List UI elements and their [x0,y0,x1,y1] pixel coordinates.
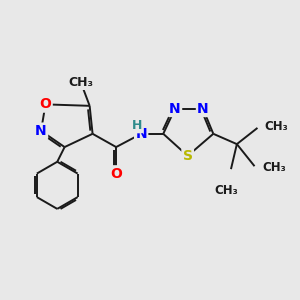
Text: N: N [169,102,181,116]
Text: N: N [135,127,147,141]
Text: CH₃: CH₃ [262,161,286,174]
Text: CH₃: CH₃ [215,184,238,197]
Text: CH₃: CH₃ [264,120,288,133]
Text: CH₃: CH₃ [68,76,93,89]
Text: O: O [110,167,122,181]
Text: N: N [35,124,47,138]
Text: O: O [40,98,51,111]
Text: S: S [183,149,193,163]
Text: H: H [132,119,142,132]
Text: N: N [197,102,209,116]
